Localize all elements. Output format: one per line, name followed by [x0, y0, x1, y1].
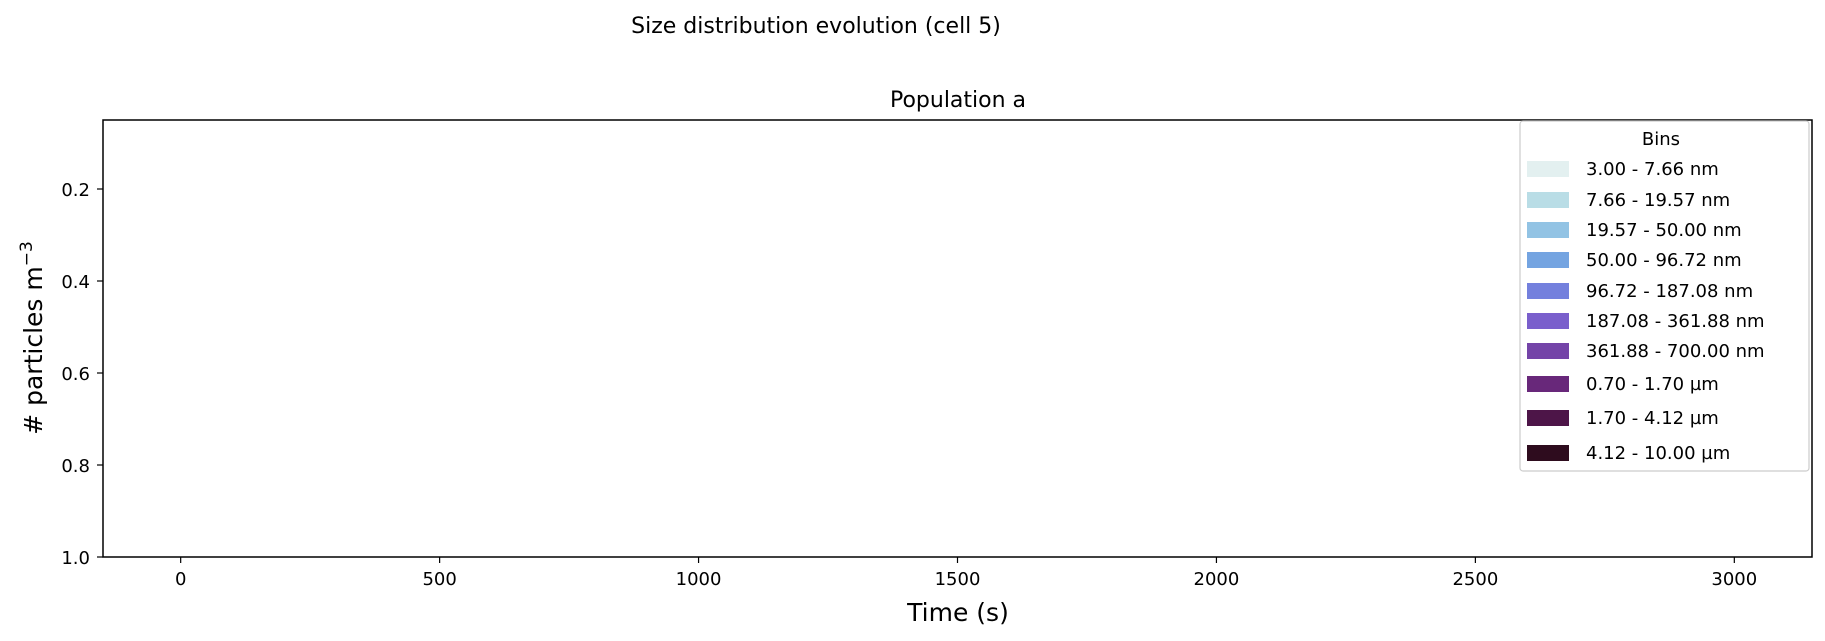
legend-swatch	[1527, 283, 1569, 299]
legend-swatch	[1527, 222, 1569, 238]
x-tick-label: 2000	[1194, 569, 1240, 590]
legend-swatch	[1527, 445, 1569, 461]
legend: Bins 3.00 - 7.66 nm 7.66 - 19.57 nm 19.57 …	[1519, 120, 1810, 472]
legend-swatch	[1527, 161, 1569, 177]
legend-swatch	[1527, 313, 1569, 329]
x-tick-label: 2500	[1452, 569, 1498, 590]
x-axis-label: Time (s)	[906, 598, 1009, 627]
legend-entry-label: 50.00 - 96.72 nm	[1586, 250, 1742, 271]
legend-frame	[1519, 120, 1810, 472]
legend-entry-label: 0.70 - 1.70 µm	[1586, 374, 1719, 395]
legend-swatch	[1527, 410, 1569, 426]
legend-swatch	[1527, 252, 1569, 268]
legend-entry-label: 3.00 - 7.66 nm	[1586, 159, 1719, 180]
legend-entry-label: 96.72 - 187.08 nm	[1586, 281, 1753, 302]
figure-suptitle: Size distribution evolution (cell 5)	[631, 14, 1001, 39]
x-axis: 0 500 1000 1500 2000 2500 3000	[175, 557, 1757, 590]
legend-entry-label: 361.88 - 700.00 nm	[1586, 341, 1765, 362]
y-tick-label: 1.0	[61, 548, 90, 569]
x-tick-label: 500	[422, 569, 456, 590]
x-tick-label: 3000	[1711, 569, 1757, 590]
y-axis: 0.2 0.4 0.6 0.8 1.0	[61, 180, 103, 569]
y-axis-label-superscript: −3	[17, 241, 37, 266]
legend-swatch	[1527, 376, 1569, 392]
legend-title: Bins	[1642, 129, 1680, 150]
x-tick-label: 0	[175, 569, 186, 590]
legend-entry-label: 187.08 - 361.88 nm	[1586, 311, 1765, 332]
legend-entry-label: 19.57 - 50.00 nm	[1586, 220, 1742, 241]
y-tick-label: 0.6	[61, 364, 90, 385]
chart-title: Population a	[890, 88, 1026, 113]
legend-entry-label: 1.70 - 4.12 µm	[1586, 408, 1719, 429]
y-tick-label: 0.4	[61, 272, 90, 293]
y-tick-label: 0.8	[61, 456, 90, 477]
legend-entry-label: 4.12 - 10.00 µm	[1586, 443, 1730, 464]
legend-entries: 3.00 - 7.66 nm 7.66 - 19.57 nm 19.57 - 50.…	[1527, 159, 1765, 464]
x-tick-label: 1000	[676, 569, 722, 590]
y-axis-label-main: # particles m	[19, 266, 48, 435]
x-tick-label: 1500	[935, 569, 981, 590]
legend-swatch	[1527, 192, 1569, 208]
legend-entry-label: 7.66 - 19.57 nm	[1586, 190, 1730, 211]
y-axis-label: # particles m−3	[17, 241, 48, 435]
legend-swatch	[1527, 343, 1569, 359]
y-tick-label: 0.2	[61, 180, 90, 201]
